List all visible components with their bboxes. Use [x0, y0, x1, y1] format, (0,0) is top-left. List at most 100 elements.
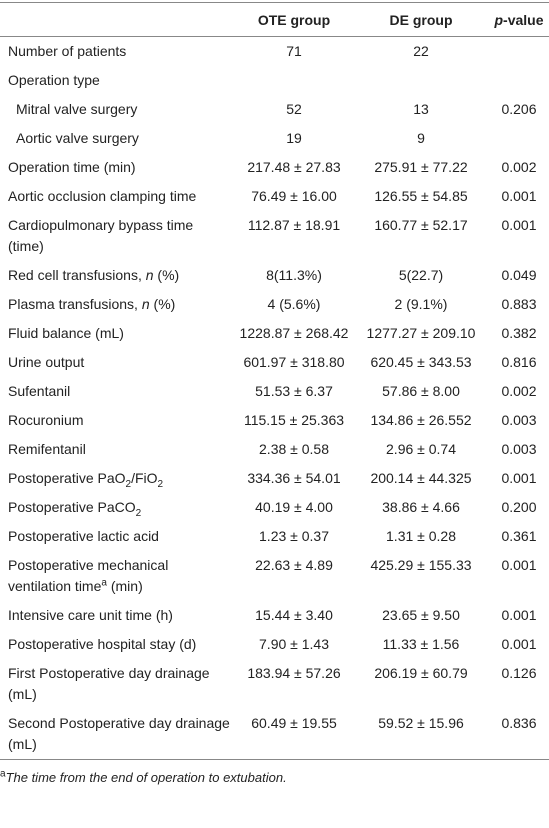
- table-row: Urine output 601.97 ± 318.80 620.45 ± 343.…: [0, 348, 549, 377]
- table-row: Postoperative PaO2/FiO2 334.36 ± 54.01 200…: [0, 464, 549, 493]
- header-cell: DE group: [353, 2, 489, 37]
- text-segment: Postoperative PaCO: [8, 499, 136, 515]
- row-label: Plasma transfusions, n (%): [0, 290, 235, 319]
- text-segment: Rocuronium: [8, 412, 84, 428]
- data-table: OTE group DE group p-value Number of patie…: [0, 2, 549, 760]
- table-cell: 0.382: [501, 325, 537, 341]
- table-cell: [489, 124, 549, 153]
- table-row: Plasma transfusions, n (%) 4 (5.6%) 2 (9.1…: [0, 290, 549, 319]
- table-cell: 425.29 ± 155.33: [370, 557, 472, 573]
- table-cell: 19: [286, 130, 302, 146]
- table-cell: 15.44 ± 3.40: [255, 607, 333, 623]
- text-segment: Operation type: [8, 72, 100, 88]
- table-row: First Postoperative day drainage (mL) 183…: [0, 659, 549, 709]
- table-cell: 601.97 ± 318.80: [243, 354, 345, 370]
- table-row: Mitral valve surgery 52 13 0.206: [0, 95, 549, 124]
- table-row: Red cell transfusions, n (%) 8(11.3%) 5(22…: [0, 261, 549, 290]
- text-segment: Aortic occlusion clamping time: [8, 188, 197, 204]
- text-segment: Red cell transfusions,: [8, 267, 146, 283]
- text-segment: Operation time (min): [8, 159, 136, 175]
- row-label: Postoperative PaCO2: [0, 493, 235, 522]
- table-cell: 206.19 ± 60.79: [374, 665, 468, 681]
- text-segment: OTE group: [257, 11, 331, 28]
- text-segment: The time from the end of operation to ex…: [5, 770, 287, 785]
- table-row: Cardiopulmonary bypass time (time) 112.87…: [0, 211, 549, 261]
- text-segment: 2: [125, 478, 132, 490]
- row-label: Postoperative lactic acid: [0, 522, 235, 551]
- table-cell: 1228.87 ± 268.42: [239, 325, 349, 341]
- text-segment: (%): [153, 267, 180, 283]
- table-row: Postoperative PaCO2 40.19 ± 4.00 38.86 ± 4…: [0, 493, 549, 522]
- row-label: Urine output: [0, 348, 235, 377]
- table-row: Operation type: [0, 66, 549, 95]
- text-segment: Aortic valve surgery: [16, 130, 139, 146]
- text-segment: n: [145, 267, 154, 283]
- row-label: Sufentanil: [0, 377, 235, 406]
- table-cell: 1.23 ± 0.37: [259, 528, 329, 544]
- text-segment: (%): [149, 296, 176, 312]
- table-cell: 8(11.3%): [266, 267, 322, 283]
- text-segment: Number of patients: [8, 43, 127, 59]
- table-cell: 620.45 ± 343.53: [370, 354, 472, 370]
- text-segment: Postoperative mechanical ventilation tim…: [8, 557, 169, 594]
- table-cell: 0.126: [501, 665, 537, 681]
- table-cell: 115.15 ± 25.363: [243, 412, 345, 428]
- table-cell: [235, 66, 353, 95]
- table-row: Intensive care unit time (h) 15.44 ± 3.40…: [0, 601, 549, 630]
- table-row: Postoperative hospital stay (d) 7.90 ± 1.…: [0, 630, 549, 659]
- table-cell: 60.49 ± 19.55: [251, 715, 337, 731]
- table-cell: 0.836: [501, 715, 537, 731]
- table-cell: 1.31 ± 0.28: [386, 528, 456, 544]
- text-segment: Second Postoperative day drainage (mL): [8, 715, 230, 752]
- table-cell: 51.53 ± 6.37: [255, 383, 333, 399]
- text-segment: Remifentanil: [8, 441, 86, 457]
- text-segment: Mitral valve surgery: [16, 101, 138, 117]
- table-cell: [353, 66, 489, 95]
- table-cell: 0.883: [501, 296, 537, 312]
- table-cell: 57.86 ± 8.00: [382, 383, 460, 399]
- table-row: Remifentanil 2.38 ± 0.58 2.96 ± 0.74 0.003: [0, 435, 549, 464]
- text-segment: Cardiopulmonary bypass time (time): [8, 217, 194, 254]
- table-cell: 0.002: [501, 383, 537, 399]
- text-segment: Postoperative lactic acid: [8, 528, 159, 544]
- row-label: Fluid balance (mL): [0, 319, 235, 348]
- row-label: Remifentanil: [0, 435, 235, 464]
- table-cell: 0.200: [501, 499, 537, 515]
- table-cell: 112.87 ± 18.91: [247, 217, 341, 233]
- text-segment: a: [0, 768, 6, 780]
- header-cell: p-value: [489, 2, 549, 37]
- table-cell: 0.003: [501, 412, 537, 428]
- table-cell: 22.63 ± 4.89: [255, 557, 333, 573]
- row-label: Red cell transfusions, n (%): [0, 261, 235, 290]
- table-cell: 76.49 ± 16.00: [251, 188, 337, 204]
- text-segment: First Postoperative day drainage (mL): [8, 665, 210, 702]
- row-label: Postoperative hospital stay (d): [0, 630, 235, 659]
- table-cell: 0.361: [501, 528, 537, 544]
- table-cell: 217.48 ± 27.83: [247, 159, 341, 175]
- table-cell: 0.001: [501, 636, 537, 652]
- row-label: Rocuronium: [0, 406, 235, 435]
- table-cell: 59.52 ± 15.96: [378, 715, 464, 731]
- row-label: Intensive care unit time (h): [0, 601, 235, 630]
- table-cell: 2 (9.1%): [394, 296, 448, 312]
- text-segment: Plasma transfusions,: [8, 296, 142, 312]
- table-cell: 275.91 ± 77.22: [374, 159, 468, 175]
- table-cell: 1277.27 ± 209.10: [366, 325, 476, 341]
- table-row: Fluid balance (mL) 1228.87 ± 268.42 1277.2…: [0, 319, 549, 348]
- table-cell: 0.001: [501, 217, 537, 233]
- table-row: Postoperative lactic acid 1.23 ± 0.37 1.31…: [0, 522, 549, 551]
- row-label: Second Postoperative day drainage (mL): [0, 709, 235, 760]
- row-label: Mitral valve surgery: [0, 95, 235, 124]
- table-cell: 11.33 ± 1.56: [382, 636, 460, 652]
- table-row: Postoperative mechanical ventilation tim…: [0, 551, 549, 601]
- table-cell: 71: [286, 43, 302, 59]
- table-cell: 0.001: [501, 470, 537, 486]
- table-cell: 160.77 ± 52.17: [374, 217, 468, 233]
- text-segment: Intensive care unit time (h): [8, 607, 173, 623]
- table-cell: 0.816: [501, 354, 537, 370]
- table-cell: 40.19 ± 4.00: [255, 499, 333, 515]
- row-label: Operation type: [0, 66, 235, 95]
- table-cell: 0.001: [501, 557, 537, 573]
- text-segment: Fluid balance (mL): [8, 325, 124, 341]
